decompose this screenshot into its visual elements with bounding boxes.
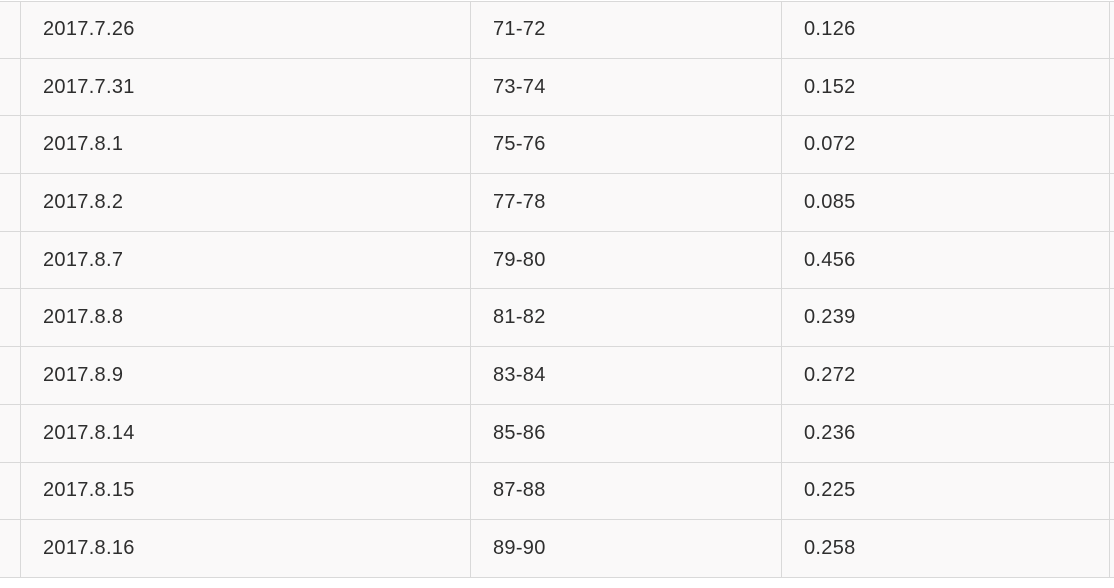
- cropped-left-cell: [0, 59, 20, 116]
- cropped-left-cell: [0, 116, 20, 173]
- value-cell: 0.072: [781, 116, 1110, 174]
- value-cell: 0.456: [781, 231, 1110, 289]
- cropped-right-cell: [1110, 2, 1114, 58]
- value-cell: 0.085: [781, 174, 1110, 231]
- cropped-left-cell: [0, 289, 20, 346]
- table-row: 2017.8.8 81-82 0.239: [0, 289, 1114, 348]
- cropped-right-cell: [1110, 59, 1114, 116]
- date-cell: 2017.7.26: [20, 2, 470, 58]
- table-row: 2017.8.1 75-76 0.072: [0, 116, 1114, 175]
- cropped-left-cell: [0, 405, 20, 462]
- value-cell: 0.236: [781, 404, 1110, 462]
- cropped-right-cell: [1110, 232, 1114, 289]
- cropped-left-cell: [0, 232, 20, 289]
- value-cell: 0.258: [781, 520, 1110, 577]
- table-row: 2017.8.16 89-90 0.258: [0, 520, 1114, 578]
- cropped-left-cell: [0, 463, 20, 520]
- cropped-right-cell: [1110, 174, 1114, 231]
- date-cell: 2017.8.16: [20, 520, 470, 577]
- cropped-right-cell: [1110, 116, 1114, 173]
- range-cell: 71-72: [470, 2, 781, 58]
- date-cell: 2017.8.8: [20, 289, 470, 347]
- date-cell: 2017.7.31: [20, 58, 470, 116]
- date-cell: 2017.8.14: [20, 404, 470, 462]
- cropped-right-cell: [1110, 347, 1114, 404]
- cropped-left-cell: [0, 520, 20, 577]
- date-cell: 2017.8.7: [20, 231, 470, 289]
- range-cell: 85-86: [470, 404, 781, 462]
- range-cell: 89-90: [470, 520, 781, 577]
- date-cell: 2017.8.2: [20, 174, 470, 231]
- date-cell: 2017.8.9: [20, 347, 470, 404]
- range-cell: 81-82: [470, 289, 781, 347]
- cropped-right-cell: [1110, 463, 1114, 520]
- table-row: 2017.8.7 79-80 0.456: [0, 231, 1114, 290]
- cropped-left-cell: [0, 174, 20, 231]
- date-cell: 2017.8.1: [20, 116, 470, 174]
- value-cell: 0.152: [781, 58, 1110, 116]
- value-cell: 0.126: [781, 2, 1110, 58]
- range-cell: 83-84: [470, 347, 781, 404]
- table-row: 2017.8.15 87-88 0.225: [0, 462, 1114, 521]
- cropped-left-cell: [0, 347, 20, 404]
- cropped-right-cell: [1110, 289, 1114, 346]
- range-cell: 77-78: [470, 174, 781, 231]
- table-row: 2017.8.9 83-84 0.272: [0, 347, 1114, 405]
- range-cell: 75-76: [470, 116, 781, 174]
- range-cell: 79-80: [470, 231, 781, 289]
- table-row: 2017.8.14 85-86 0.236: [0, 404, 1114, 463]
- table-row: 2017.8.2 77-78 0.085: [0, 174, 1114, 232]
- range-cell: 73-74: [470, 58, 781, 116]
- value-cell: 0.225: [781, 462, 1110, 520]
- cropped-left-cell: [0, 2, 20, 58]
- date-cell: 2017.8.15: [20, 462, 470, 520]
- value-cell: 0.272: [781, 347, 1110, 404]
- cropped-right-cell: [1110, 520, 1114, 577]
- table-row: 2017.7.26 71-72 0.126: [0, 1, 1114, 59]
- range-cell: 87-88: [470, 462, 781, 520]
- table-row: 2017.7.31 73-74 0.152: [0, 58, 1114, 117]
- cropped-right-cell: [1110, 405, 1114, 462]
- value-cell: 0.239: [781, 289, 1110, 347]
